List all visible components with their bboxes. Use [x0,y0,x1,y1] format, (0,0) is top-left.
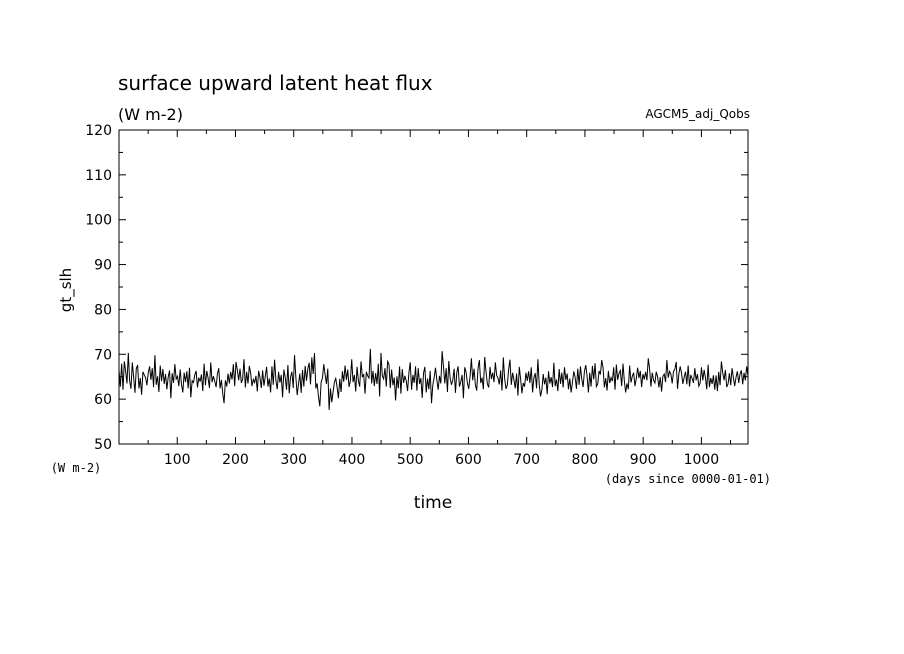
y-tick-label: 100 [85,213,112,229]
y-tick-label: 110 [85,168,112,184]
x-unit-label: (days since 0000-01-01) [605,472,771,486]
y-tick-label: 60 [94,392,112,408]
y-tick-label: 70 [94,347,112,363]
x-tick-label: 1000 [684,452,720,468]
x-tick-label: 500 [397,452,424,468]
x-tick-label: 600 [455,452,482,468]
chart-title: surface upward latent heat flux [118,71,433,95]
y-tick-label: 80 [94,302,112,318]
y-axis-label: gt_slh [57,268,76,312]
y-tick-label: 120 [85,123,112,139]
x-tick-label: 400 [339,452,366,468]
plot-frame [118,129,749,445]
x-tick-label: 200 [222,452,249,468]
x-tick-label: 100 [164,452,191,468]
x-axis-label: time [414,493,452,513]
x-tick-label: 900 [630,452,657,468]
y-tick-label: 50 [94,437,112,453]
x-tick-label: 300 [280,452,307,468]
y-unit-label: (W m-2) [51,461,102,475]
chart-subtitle: (W m-2) [118,105,183,124]
y-tick-label: 90 [94,258,112,274]
series-line-0 [118,348,749,410]
x-tick-label: 800 [572,452,599,468]
x-tick-label: 700 [513,452,540,468]
plot-area: 50 60 70 80 90 100 110 120 100 200 300 400 500 600 700… [85,123,749,468]
experiment-label: AGCM5_adj_Qobs [645,107,750,121]
